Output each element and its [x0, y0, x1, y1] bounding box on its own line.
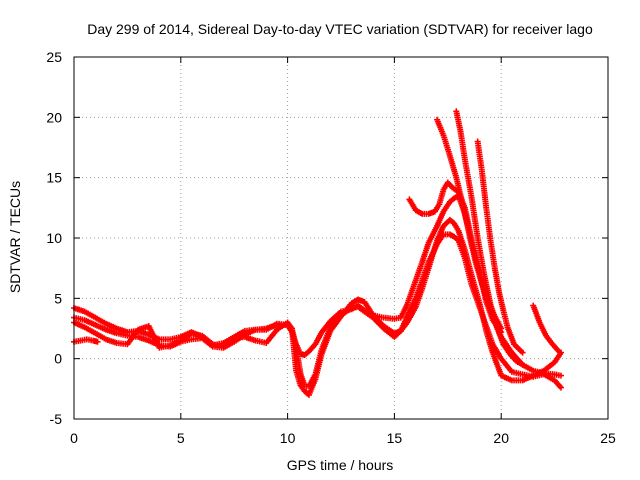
y-tick-label: 10 — [46, 230, 62, 246]
data-series-s9 — [530, 302, 562, 355]
data-series-s5 — [406, 179, 505, 336]
data-point-markers — [474, 138, 526, 356]
axis-ticks: 0 5 10 15 20 25 -5 0 5 10 15 20 25 — [46, 49, 616, 446]
y-tick-label: 0 — [54, 351, 62, 367]
y-tick-label: 25 — [46, 49, 62, 65]
x-tick-label: 20 — [493, 430, 509, 446]
x-tick-label: 5 — [177, 430, 185, 446]
x-axis-label: GPS time / hours — [287, 457, 394, 473]
x-tick-label: 15 — [387, 430, 403, 446]
data-point-markers — [71, 336, 101, 345]
data-series-s7 — [453, 108, 526, 368]
y-tick-label: 15 — [46, 170, 62, 186]
y-tick-label: 5 — [54, 290, 62, 306]
data-series-s4 — [71, 336, 101, 345]
x-tick-label: 10 — [280, 430, 296, 446]
y-tick-label: 20 — [46, 109, 62, 125]
data-series-s8 — [474, 138, 526, 356]
data-points — [71, 108, 564, 398]
x-tick-label: 25 — [600, 430, 616, 446]
chart-title: Day 299 of 2014, Sidereal Day-to-day VTE… — [87, 21, 593, 37]
data-point-markers — [530, 302, 562, 355]
x-tick-label: 0 — [70, 430, 78, 446]
data-point-markers — [453, 108, 526, 368]
y-tick-label: -5 — [50, 411, 63, 427]
data-point-markers — [406, 179, 505, 336]
y-axis-label: SDTVAR / TECUs — [7, 181, 23, 293]
